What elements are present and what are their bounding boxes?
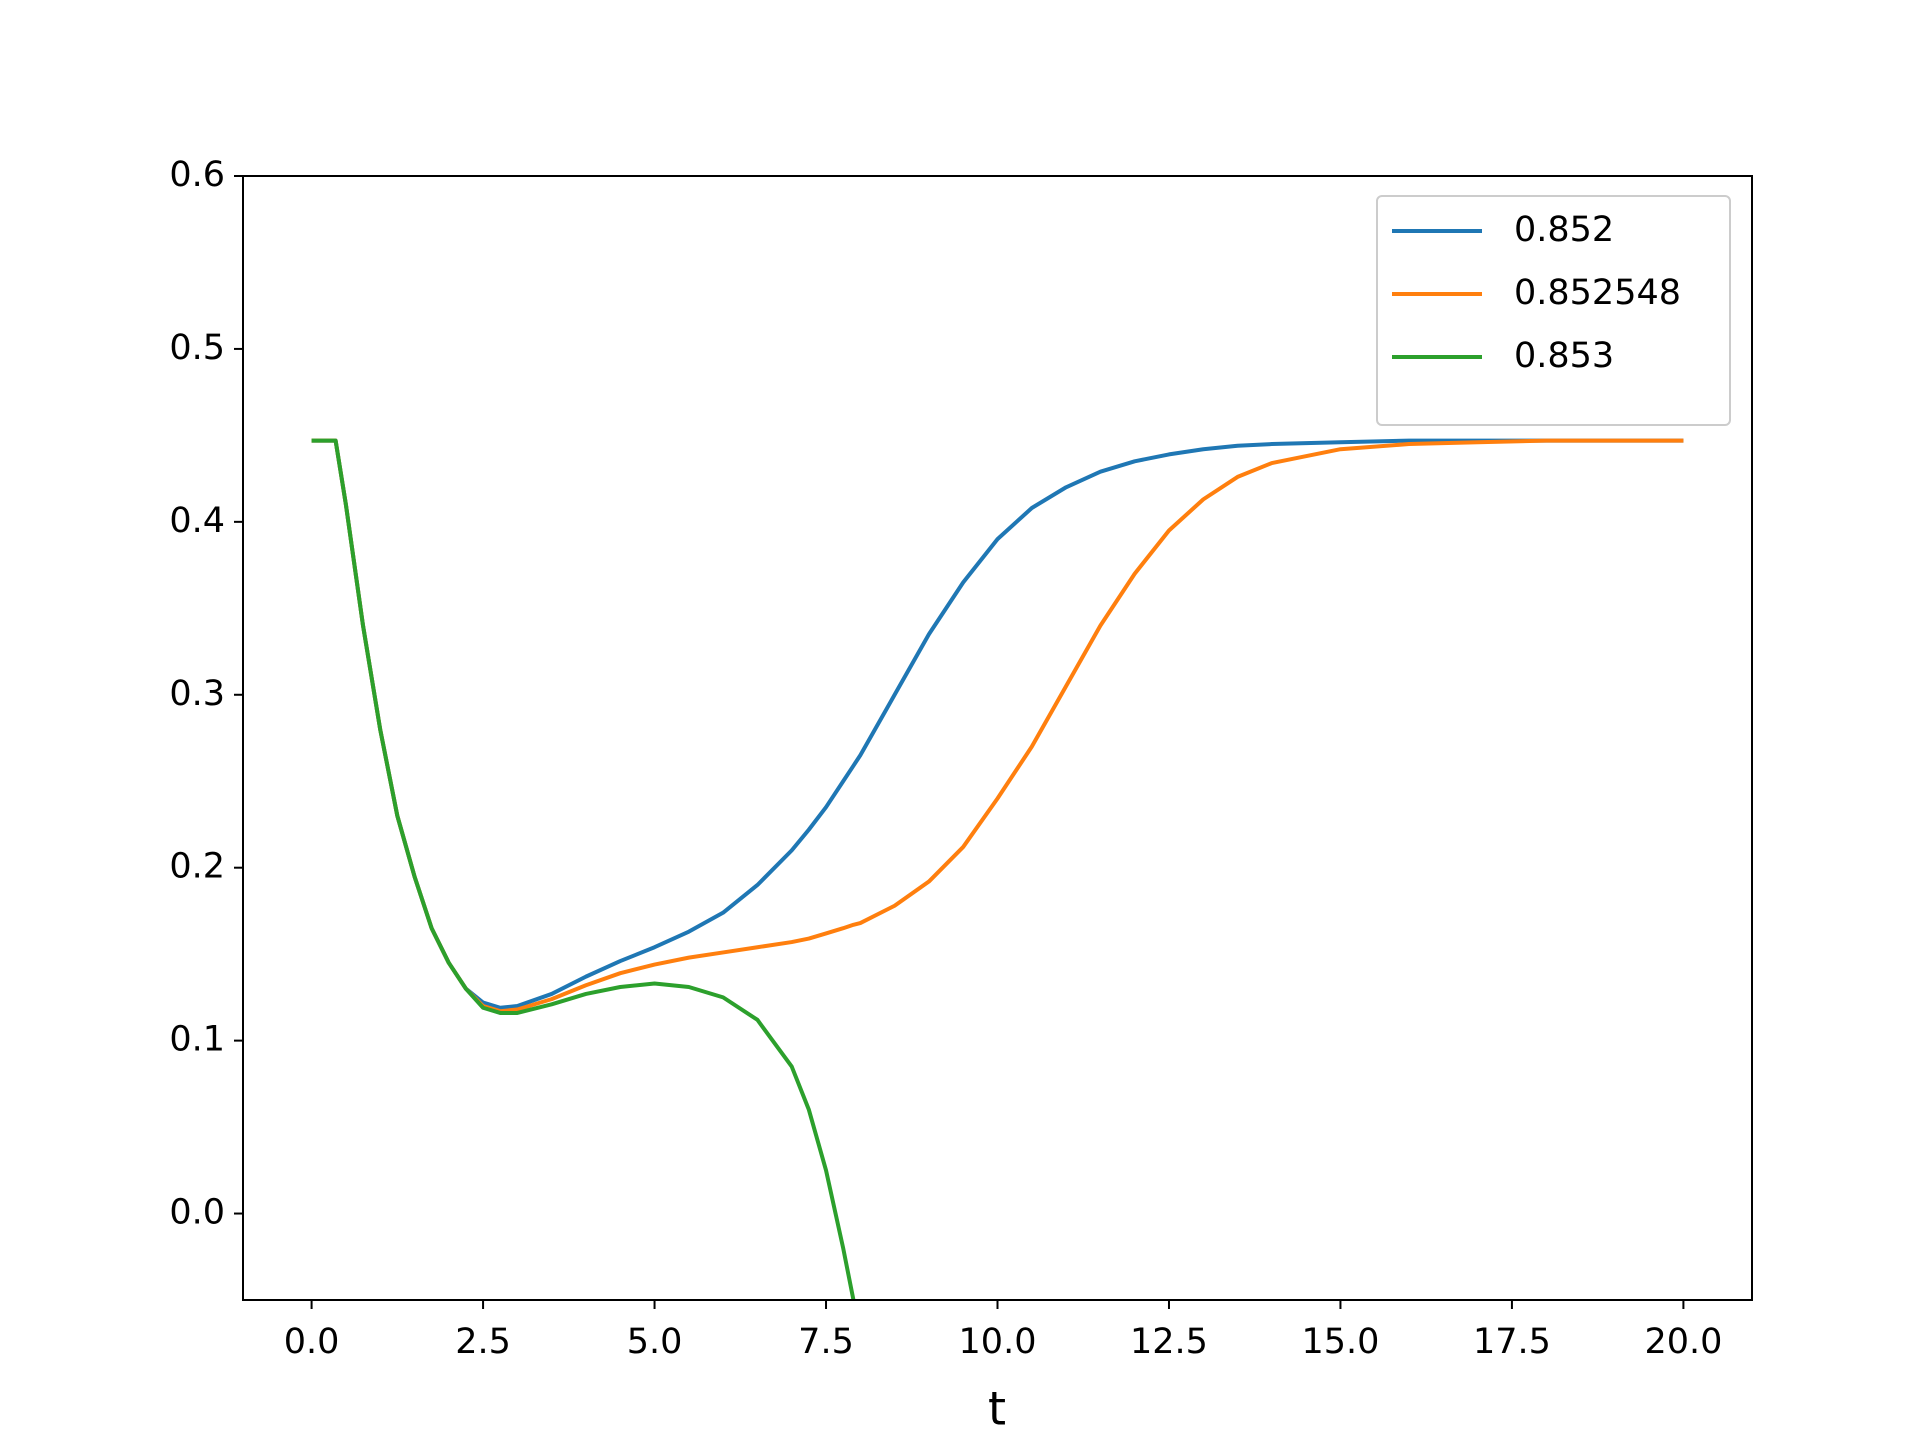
legend-label: 0.853 (1514, 336, 1614, 376)
x-tick-label: 15.0 (1301, 1322, 1379, 1362)
x-tick-label: 10.0 (959, 1322, 1037, 1362)
x-tick-label: 17.5 (1473, 1322, 1551, 1362)
x-axis-label: t (988, 1382, 1006, 1436)
series-line (311, 438, 1684, 1014)
y-tick-label: 0.4 (169, 501, 225, 541)
y-tick-label: 0.6 (169, 155, 225, 195)
y-tick-label: 0.1 (169, 1020, 225, 1060)
series-line (311, 438, 1684, 1010)
y-tick-label: 0.2 (169, 847, 225, 887)
plot-area (311, 438, 1684, 1300)
x-tick-label: 2.5 (455, 1322, 511, 1362)
y-tick-label: 0.0 (169, 1193, 225, 1233)
legend-box (1376, 195, 1731, 426)
x-tick-label: 5.0 (627, 1322, 683, 1362)
x-tick-label: 12.5 (1130, 1322, 1208, 1362)
y-tick-label: 0.5 (169, 328, 225, 368)
y-tick-label: 0.3 (169, 674, 225, 714)
legend-label: 0.852548 (1514, 273, 1681, 313)
series-line (311, 438, 856, 1300)
legend-label: 0.852 (1514, 210, 1614, 250)
x-tick-label: 7.5 (798, 1322, 854, 1362)
x-tick-label: 20.0 (1644, 1322, 1722, 1362)
x-tick-label: 0.0 (284, 1322, 340, 1362)
legend: 0.852 0.852548 0.853 (1376, 195, 1731, 426)
